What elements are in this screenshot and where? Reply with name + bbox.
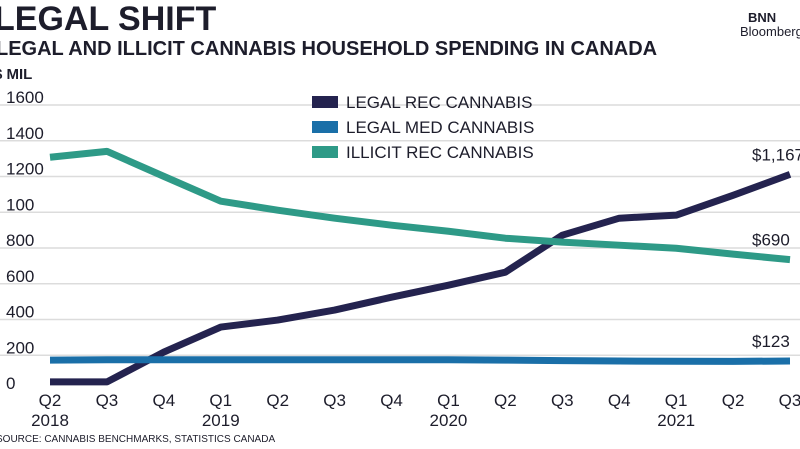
x-tick-label: Q1: [665, 391, 688, 410]
x-tick-label: Q3: [779, 391, 800, 410]
y-tick-label: 0: [6, 374, 15, 393]
line-series: [49, 147, 791, 264]
legend-label: LEGAL MED CANNABIS: [346, 118, 534, 137]
chart-title: LEGAL SHIFT: [0, 0, 216, 38]
logo-text: Bloomberg: [740, 24, 800, 39]
x-tick-label: Q3: [551, 391, 574, 410]
x-tick-label: Q1: [209, 391, 232, 410]
x-year-label: 2018: [31, 411, 69, 430]
y-axis-label: $ MIL: [0, 66, 32, 83]
x-tick-label: Q1: [437, 391, 460, 410]
x-tick-label: Q3: [323, 391, 346, 410]
y-tick-label: 400: [6, 303, 34, 322]
x-tick-label: Q4: [153, 391, 176, 410]
y-tick-label: 200: [6, 338, 34, 357]
line-series: [50, 171, 792, 386]
x-year-label: 2020: [430, 411, 468, 430]
value-label: $123: [752, 332, 790, 351]
x-tick-label: Q4: [380, 391, 403, 410]
x-tick-label: Q2: [266, 391, 289, 410]
y-tick-label: 600: [6, 267, 34, 286]
x-tick-label: Q3: [96, 391, 119, 410]
y-tick-label: 1400: [6, 124, 44, 143]
x-tick-label: Q2: [722, 391, 745, 410]
value-label: $690: [752, 231, 790, 250]
chart-subtitle: LEGAL AND ILLICIT CANNABIS HOUSEHOLD SPE…: [0, 38, 657, 60]
legend-label: LEGAL REC CANNABIS: [346, 93, 532, 112]
x-tick-label: Q2: [39, 391, 62, 410]
logo-text: BNN: [748, 10, 776, 25]
y-tick-label: 800: [6, 231, 34, 250]
y-tick-label: 100: [6, 195, 34, 214]
line-series: [49, 356, 791, 365]
legend-label: ILLICIT REC CANNABIS: [346, 143, 534, 162]
x-tick-label: Q4: [608, 391, 631, 410]
value-label: $1,167: [752, 145, 800, 164]
x-tick-label: Q2: [494, 391, 517, 410]
y-tick-label: 1200: [6, 160, 44, 179]
x-year-label: 2021: [657, 411, 695, 430]
y-tick-label: 1600: [6, 88, 44, 107]
source: SOURCE: CANNABIS BENCHMARKS, STATISTICS …: [0, 434, 275, 445]
x-year-label: 2019: [202, 411, 240, 430]
